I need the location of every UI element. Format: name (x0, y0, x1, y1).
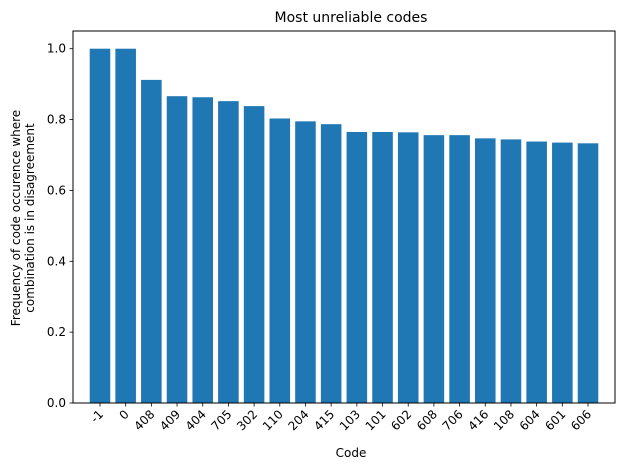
x-tick-label: 108 (491, 407, 517, 433)
bar-604 (526, 141, 547, 404)
y-tick-label: 0.0 (47, 396, 66, 410)
bar-409 (166, 96, 188, 403)
x-tick-label: 0 (116, 407, 131, 422)
bar-608 (423, 135, 445, 403)
bar-110 (269, 118, 291, 403)
bar-415 (320, 124, 342, 404)
bars-group (89, 48, 599, 404)
bar-408 (141, 79, 162, 403)
x-tick-label: 604 (517, 407, 543, 433)
bar-302 (243, 106, 265, 404)
x-tick-label: 415 (311, 407, 337, 433)
x-tick-label: 302 (234, 407, 260, 433)
bar-602 (397, 132, 419, 403)
bar-0 (115, 48, 136, 404)
x-tick-label: 103 (337, 407, 363, 433)
bar-606 (577, 143, 599, 403)
x-axis: -1 0 408 409 404 705 302 110 204 415 103 101 602 608 7… (88, 403, 594, 433)
x-tick-label: 608 (414, 407, 440, 433)
bar-204 (295, 121, 316, 403)
y-tick-label: 0.4 (47, 254, 66, 268)
x-tick-label: -1 (88, 407, 106, 425)
y-tick-label: 0.8 (47, 113, 66, 127)
x-tick-label: 110 (260, 407, 286, 433)
x-tick-label: 408 (131, 407, 157, 433)
x-tick-label: 101 (363, 407, 389, 433)
x-axis-label: Code (336, 446, 367, 460)
x-tick-label: 602 (388, 407, 414, 433)
x-tick-label: 705 (208, 407, 234, 433)
x-tick-label: 601 (542, 407, 568, 433)
bar-601 (552, 142, 573, 403)
bar-103 (346, 131, 368, 403)
x-tick-label: 409 (157, 407, 183, 433)
x-tick-label: 204 (285, 407, 311, 433)
bar-108 (500, 139, 522, 403)
y-axis-label-line-2: combination is in disagreement (23, 123, 37, 313)
x-tick-label: 606 (568, 407, 594, 433)
bar-706 (449, 135, 470, 403)
bar-705 (218, 101, 239, 404)
y-tick-label: 0.2 (47, 325, 66, 339)
bar-416 (475, 138, 496, 403)
y-axis-label-line-1: Frequency of code occurence where (9, 110, 23, 326)
bar--1 (89, 48, 111, 404)
x-tick-label: 404 (183, 407, 209, 433)
plot-frame (72, 30, 616, 404)
y-tick-label: 1.0 (47, 42, 66, 56)
y-tick-label: 0.6 (47, 183, 66, 197)
x-tick-label: 416 (465, 407, 491, 433)
x-tick-label: 706 (440, 407, 466, 433)
bar-404 (192, 97, 213, 403)
y-axis: 0.0 0.2 0.4 0.6 0.8 1.0 (47, 42, 73, 410)
chart-title: Most unreliable codes (275, 10, 428, 26)
bar-101 (372, 131, 393, 403)
